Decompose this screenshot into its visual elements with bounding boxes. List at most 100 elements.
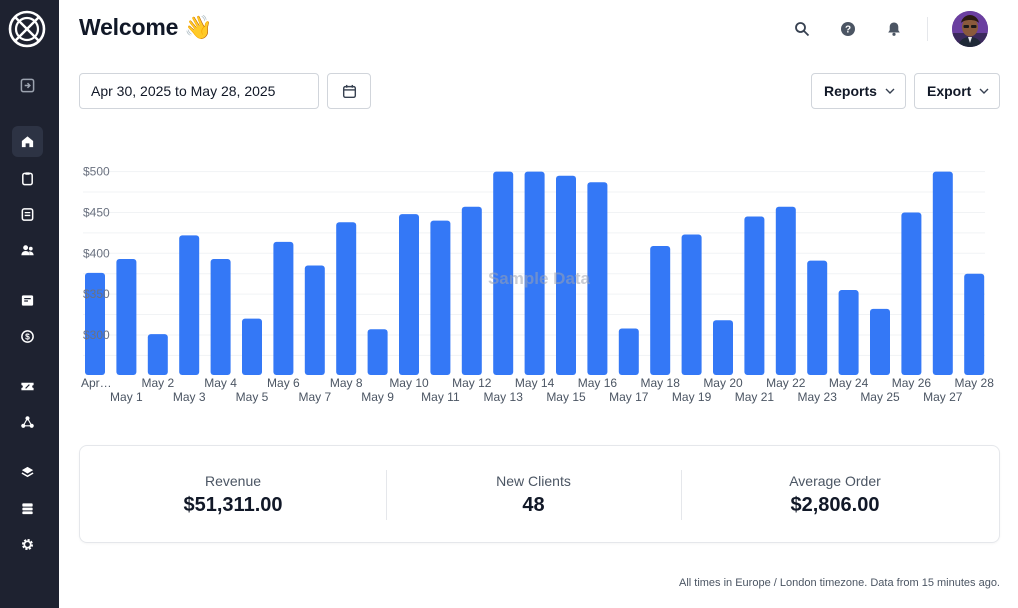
x-tick-label: May 1 — [110, 390, 143, 404]
chevron-down-icon — [885, 88, 895, 94]
sidebar-item-storage[interactable] — [12, 493, 43, 524]
stat-label: Revenue — [204, 473, 262, 489]
gear-icon — [21, 538, 34, 551]
clipboard-icon — [22, 172, 33, 186]
bar — [179, 235, 200, 375]
x-tick-label: May 25 — [860, 390, 900, 404]
y-tick-label: $400 — [83, 246, 110, 260]
sidebar-item-payments[interactable]: $ — [12, 321, 43, 352]
bar — [493, 171, 514, 375]
stat-new-clients: New Clients 48 — [386, 446, 681, 544]
date-range-input[interactable]: Apr 30, 2025 to May 28, 2025 — [79, 73, 319, 109]
stat-value: 48 — [522, 494, 545, 516]
bar — [524, 171, 545, 375]
document-icon — [21, 208, 34, 221]
sidebar-item-documents[interactable] — [12, 199, 43, 230]
app-logo[interactable] — [8, 10, 46, 48]
notifications-button[interactable] — [884, 19, 904, 39]
help-button[interactable]: ? — [838, 19, 858, 39]
nodes-icon — [21, 416, 34, 428]
sidebar-item-home[interactable] — [12, 126, 43, 157]
chevron-down-icon — [979, 88, 989, 94]
bar — [399, 214, 419, 375]
layers-icon — [21, 466, 34, 478]
export-dropdown[interactable]: Export — [914, 73, 1000, 109]
bar — [650, 245, 671, 375]
x-tick-label: May 28 — [955, 376, 995, 390]
collapse-arrow-icon — [20, 78, 35, 93]
export-label: Export — [927, 83, 972, 99]
x-tick-label: May 12 — [452, 376, 492, 390]
y-tick-label: $350 — [83, 287, 110, 301]
sidebar-item-tickets[interactable] — [12, 371, 43, 402]
bell-icon — [888, 22, 900, 36]
bar — [85, 272, 105, 375]
x-tick-label: May 20 — [703, 376, 743, 390]
bar — [870, 308, 890, 375]
x-tick-label: May 27 — [923, 390, 963, 404]
ticket-icon — [21, 382, 34, 391]
x-tick-label: May 17 — [609, 390, 649, 404]
x-tick-label: May 23 — [798, 390, 838, 404]
bar — [304, 265, 325, 375]
x-tick-label: May 24 — [829, 376, 869, 390]
stat-average-order: Average Order $2,806.00 — [681, 446, 989, 544]
avatar[interactable] — [952, 11, 988, 47]
x-tick-label: May 7 — [298, 390, 331, 404]
x-tick-label: May 13 — [484, 390, 524, 404]
sidebar-item-integrations[interactable] — [12, 407, 43, 438]
bar — [681, 234, 702, 375]
x-tick-label: May 5 — [236, 390, 269, 404]
bar — [744, 216, 765, 375]
x-tick-label: May 26 — [892, 376, 932, 390]
bar — [461, 206, 482, 375]
calendar-button[interactable] — [327, 73, 371, 109]
search-button[interactable] — [792, 19, 812, 39]
y-tick-label: $500 — [83, 165, 110, 179]
bar — [116, 259, 137, 375]
stat-label: New Clients — [496, 473, 571, 489]
sidebar: $ — [0, 0, 59, 608]
stat-divider — [681, 470, 682, 520]
reports-dropdown[interactable]: Reports — [811, 73, 906, 109]
dollar-cycle-icon: $ — [21, 330, 34, 343]
bar — [713, 320, 733, 375]
bar — [587, 182, 608, 375]
x-tick-label: May 6 — [267, 376, 300, 390]
x-tick-label: May 3 — [173, 390, 206, 404]
bar — [932, 171, 953, 375]
x-tick-label: May 8 — [330, 376, 363, 390]
sidebar-collapse-button[interactable] — [12, 70, 43, 101]
x-tick-label: May 11 — [421, 390, 460, 404]
stat-value: $2,806.00 — [790, 494, 880, 516]
y-tick-label: $300 — [83, 328, 110, 342]
sidebar-item-settings[interactable] — [12, 529, 43, 560]
main-content: Welcome 👋 ? Apr 30, 2025 to May 28, 2025… — [59, 0, 1018, 608]
stat-revenue: Revenue $51,311.00 — [80, 446, 386, 544]
search-icon — [795, 22, 810, 37]
sidebar-item-clients[interactable] — [12, 235, 43, 266]
bar — [807, 260, 828, 375]
x-tick-label: May 22 — [766, 376, 806, 390]
stats-panel: Revenue $51,311.00 New Clients 48 Averag… — [79, 445, 1000, 543]
x-tick-label: May 10 — [389, 376, 429, 390]
server-icon — [22, 503, 33, 515]
sidebar-item-clipboard[interactable] — [12, 163, 43, 194]
header-divider — [927, 17, 928, 41]
bar — [775, 206, 796, 375]
bar — [430, 220, 451, 375]
bar — [147, 334, 168, 375]
x-tick-label: May 19 — [672, 390, 712, 404]
sidebar-item-billing[interactable] — [12, 285, 43, 316]
bar — [618, 328, 639, 375]
receipt-icon — [21, 295, 34, 306]
svg-text:?: ? — [845, 25, 851, 36]
bar — [242, 318, 262, 375]
x-tick-label: May 21 — [735, 390, 775, 404]
bar — [964, 273, 985, 375]
sidebar-item-layers[interactable] — [12, 457, 43, 488]
x-tick-label: May 9 — [361, 390, 394, 404]
bar — [336, 222, 357, 375]
users-icon — [21, 245, 34, 256]
